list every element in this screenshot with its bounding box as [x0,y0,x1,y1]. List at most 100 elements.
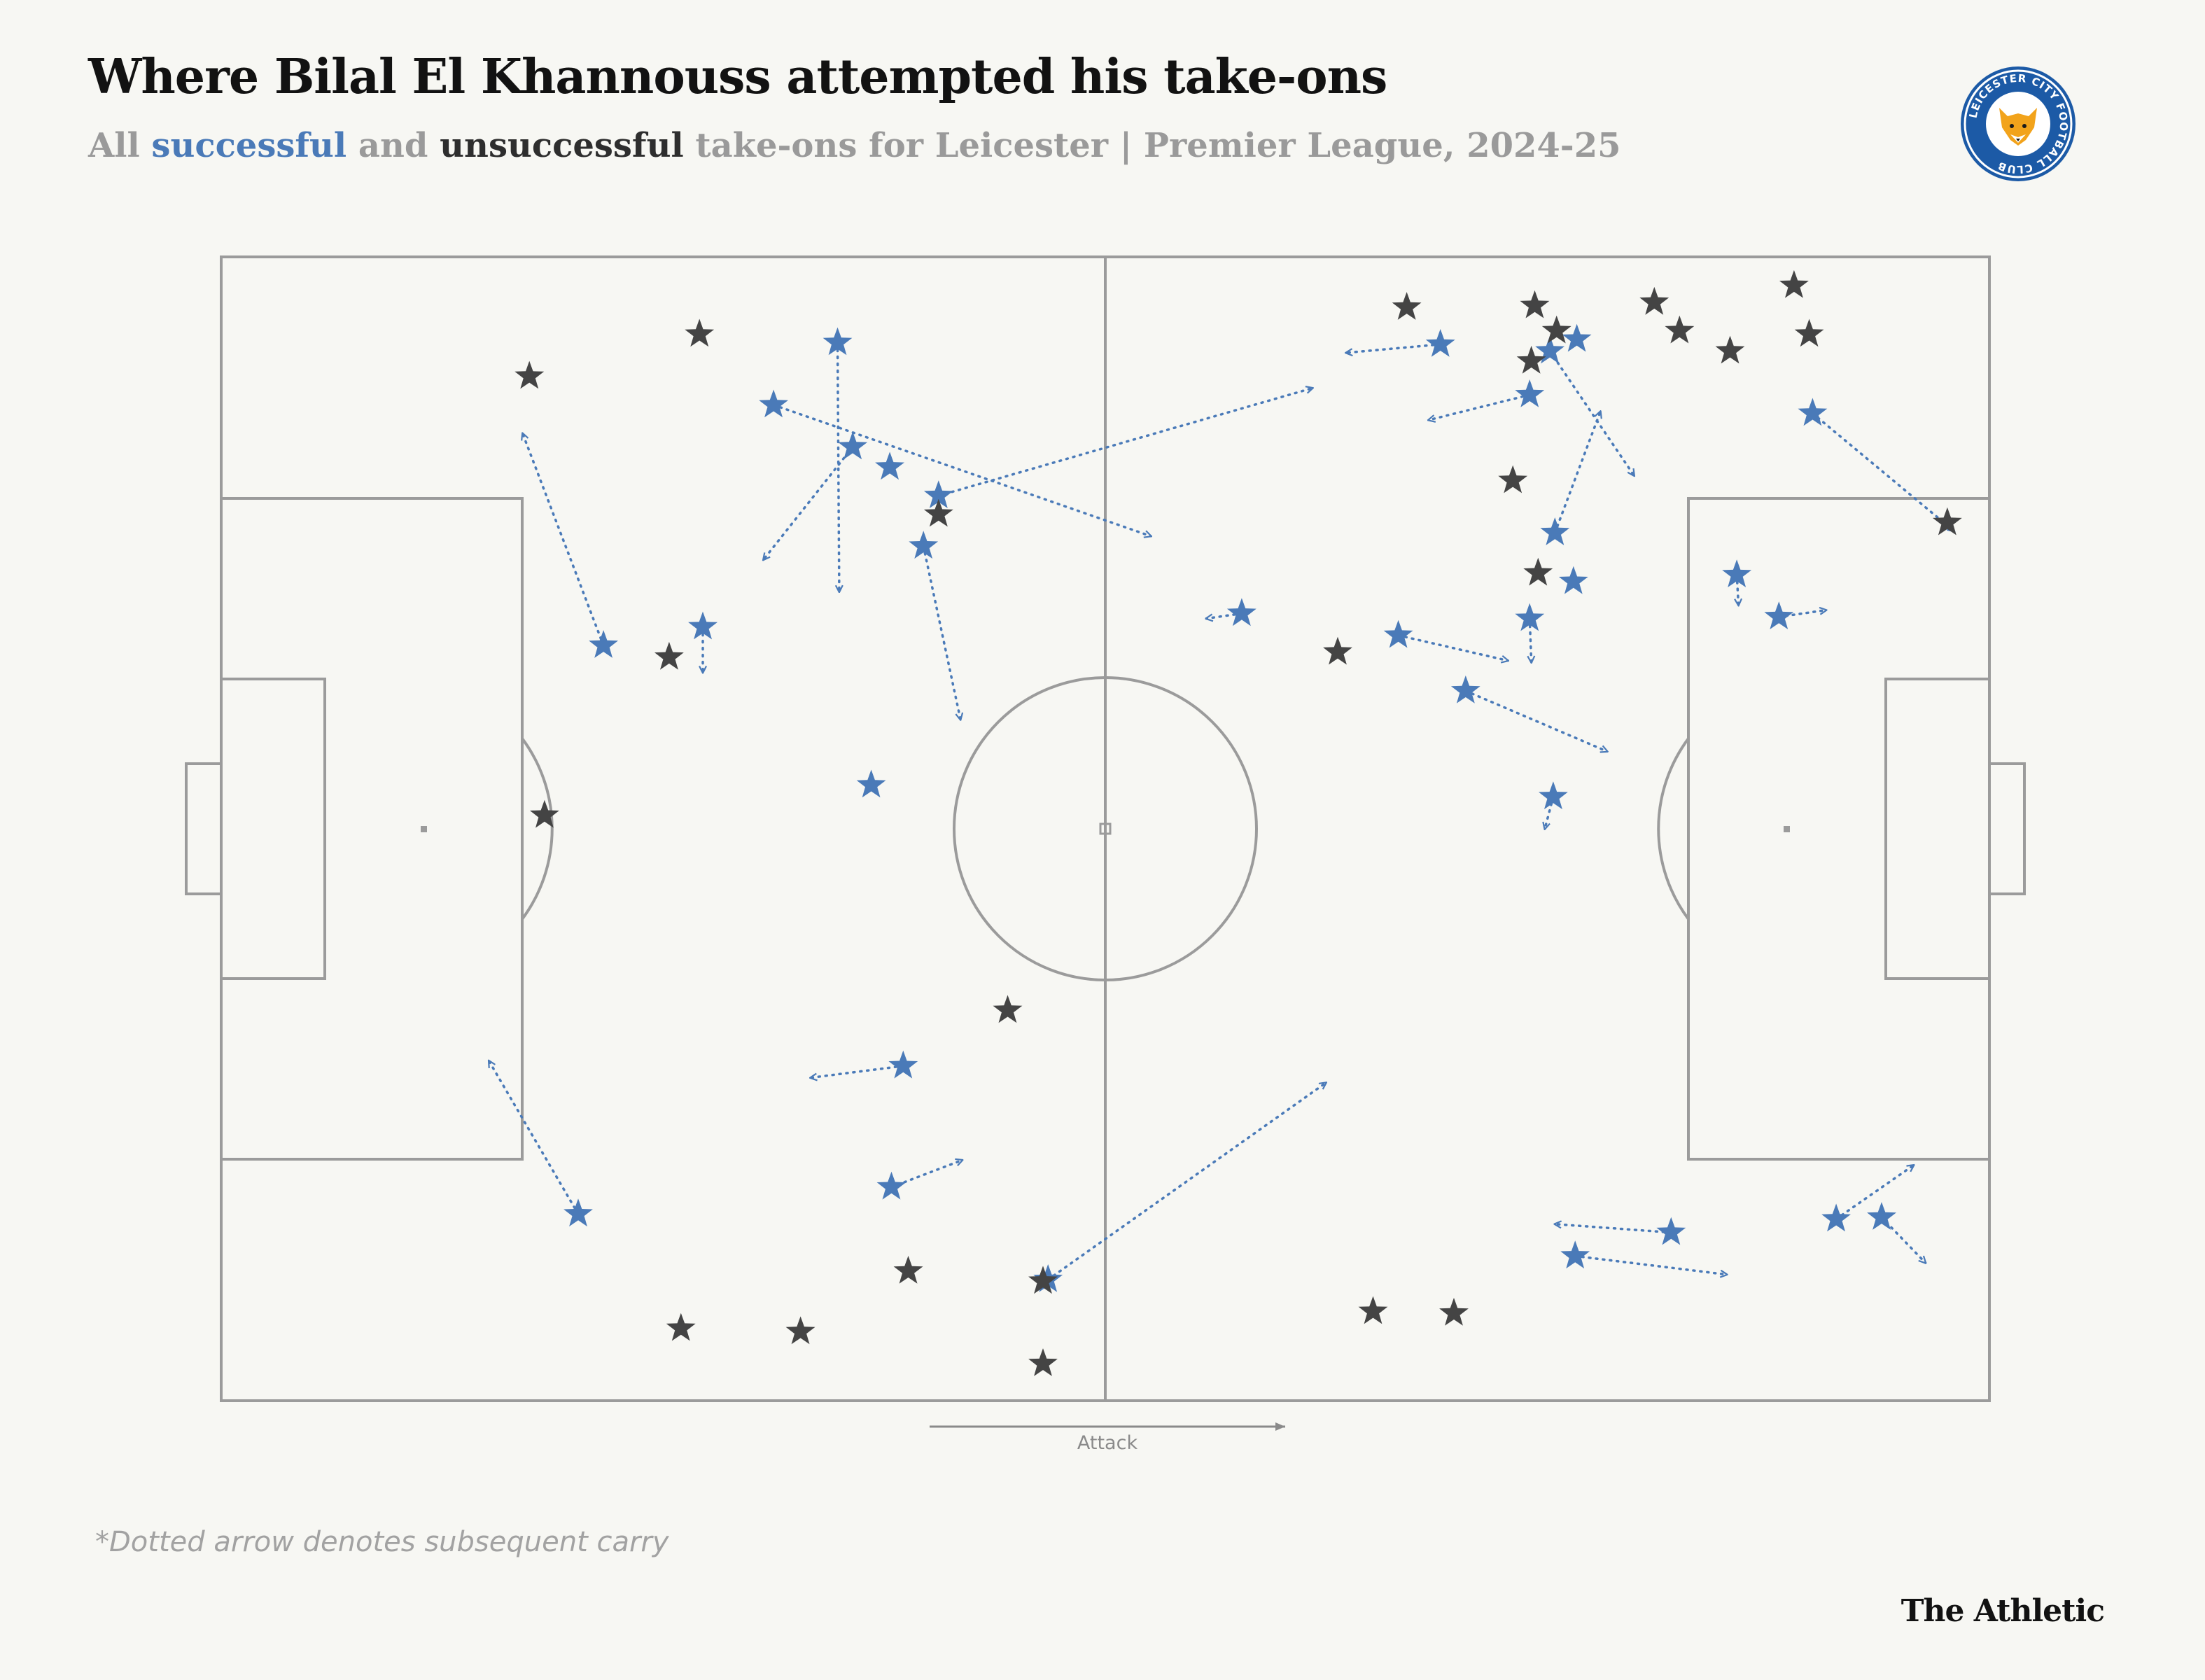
left-penalty-area [220,497,524,1161]
unsuccessful-take-on-star-20 [1498,465,1528,493]
successful-take-on-star-9 [888,1050,918,1079]
unsuccessful-take-on-star-5 [993,995,1023,1023]
successful-take-on-star-0 [822,327,853,356]
unsuccessful-take-on-star-19 [1794,318,1824,347]
successful-take-on-star-3 [875,451,904,480]
unsuccessful-take-on-star-18 [1779,270,1809,298]
successful-take-on-star-25 [1722,559,1752,587]
successful-carry-arrow-6 [523,433,605,647]
unsuccessful-take-on-star-6 [893,1256,923,1284]
unsuccessful-take-on-star-10 [1028,1348,1058,1376]
footnote: *Dotted arrow denotes subsequent carry [95,1526,669,1558]
successful-take-on-star-13 [1425,329,1455,357]
successful-carry-arrow-12 [1046,1083,1326,1281]
unsuccessful-take-on-star-9 [785,1316,816,1345]
left-penalty-spot [421,826,427,832]
unsuccessful-take-on-star-2 [923,498,953,527]
successful-carry-arrow-17 [1553,412,1600,534]
successful-take-on-star-5 [909,531,939,559]
successful-take-on-star-11 [564,1198,593,1227]
successful-take-on-star-1 [759,389,788,418]
subtitle-successful-key: successful [151,126,347,165]
successful-carry-arrow-28 [1574,1254,1727,1274]
successful-carry-arrow-14 [1429,393,1531,420]
successful-take-on-star-29 [1821,1203,1851,1232]
right-goal [1988,762,2026,895]
successful-take-on-star-18 [1558,566,1588,594]
successful-take-on-star-24 [1798,398,1828,426]
successful-carry-arrow-29 [1835,1166,1914,1221]
successful-take-on-star-21 [1226,598,1256,626]
successful-carry-arrow-23 [1545,795,1555,829]
successful-take-on-star-7 [688,611,718,640]
chart-title: Where Bilal El Khannouss attempted his t… [88,49,1387,105]
successful-carry-arrow-22 [1464,690,1607,752]
subtitle-unsuccessful-key: unsuccessful [440,126,684,165]
successful-carry-arrow-11 [487,1061,580,1216]
successful-carry-arrow-20 [1396,634,1508,661]
centre-spot [1099,822,1112,835]
unsuccessful-take-on-star-15 [1639,286,1670,315]
successful-carry-arrow-10 [890,1160,962,1189]
successful-carry-arrow-1 [772,403,1151,536]
successful-take-on-star-20 [1383,620,1413,648]
unsuccessful-take-on-star-12 [1520,290,1550,318]
unsuccessful-take-on-star-0 [685,318,715,347]
successful-carry-arrow-25 [1737,573,1738,605]
subtitle-middle: and [346,126,440,165]
successful-take-on-star-4 [923,480,953,508]
successful-take-on-star-30 [1867,1202,1896,1230]
successful-carry-arrow-2 [764,445,854,560]
successful-carry-arrow-5 [922,545,960,720]
successful-carry-arrow-24 [1811,412,1954,531]
unsuccessful-take-on-star-1 [514,360,545,389]
unsuccessful-take-on-star-3 [654,641,684,670]
unsuccessful-take-on-star-11 [1392,292,1422,320]
successful-carry-arrow-4 [937,388,1312,497]
right-six-yard-box [1884,678,1991,980]
successful-take-on-star-28 [1560,1240,1590,1269]
successful-carry-arrow-13 [1346,343,1442,353]
successful-take-on-star-23 [1539,781,1568,810]
club-crest-logo: LEICESTER CITY FOOTBALL CLUB [1961,66,2076,181]
chart-subtitle: All successful and unsuccessful take-ons… [88,126,1621,165]
successful-take-on-star-10 [876,1171,906,1200]
successful-take-on-star-22 [1450,676,1480,704]
successful-take-on-star-14 [1515,379,1545,407]
unsuccessful-take-on-star-16 [1665,315,1695,344]
publisher-credit: The Athletic [1900,1593,2105,1629]
unsuccessful-take-on-star-24 [1358,1296,1388,1324]
successful-carry-arrow-27 [1555,1224,1673,1234]
unsuccessful-take-on-star-21 [1523,557,1553,586]
successful-carry-arrow-19 [1530,617,1531,662]
fox-crest-icon [1999,108,2037,146]
successful-carry-arrow-9 [811,1065,905,1078]
unsuccessful-take-on-star-25 [1439,1298,1469,1326]
successful-carry-arrow-15 [1548,349,1634,476]
successful-take-on-star-16 [1562,323,1592,352]
right-penalty-arc [1657,737,1690,920]
unsuccessful-take-on-star-7 [1028,1266,1058,1294]
attack-direction-label: Attack [1077,1432,1138,1454]
successful-take-on-star-26 [1764,601,1794,629]
successful-take-on-star-15 [1535,335,1564,364]
successful-take-on-star-17 [1540,517,1570,545]
take-on-markers [514,270,1962,1376]
unsuccessful-take-on-star-8 [666,1312,696,1341]
successful-take-on-star-2 [838,431,868,460]
unsuccessful-take-on-star-23 [1323,636,1352,665]
subtitle-prefix: All [88,126,152,165]
successful-take-on-star-19 [1515,603,1545,631]
successful-take-on-star-6 [589,630,618,658]
unsuccessful-take-on-star-22 [1932,507,1962,536]
pitch-markings [185,255,2026,1402]
successful-take-on-star-8 [856,769,886,798]
subtitle-suffix: take-ons for Leicester | Premier League,… [683,126,1621,165]
unsuccessful-take-on-star-13 [1541,315,1572,344]
unsuccessful-take-on-star-4 [530,799,559,828]
left-penalty-arc [521,737,554,920]
centre-circle [953,676,1258,981]
successful-take-on-star-27 [1656,1217,1686,1245]
left-six-yard-box [220,678,326,980]
